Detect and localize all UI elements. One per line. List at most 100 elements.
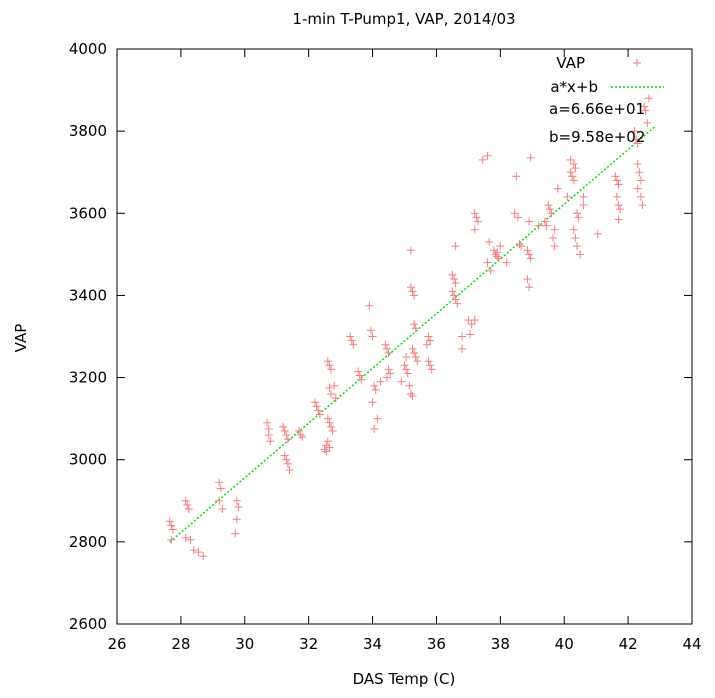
data-point (194, 548, 203, 557)
plot-frame (116, 48, 693, 625)
data-point (232, 496, 241, 505)
data-point (422, 340, 431, 349)
x-tick-label: 44 (682, 635, 701, 653)
data-point (406, 246, 415, 255)
data-point (405, 381, 414, 390)
x-tick-label: 40 (555, 635, 574, 653)
data-point (384, 348, 393, 357)
data-point (376, 377, 385, 386)
data-point (357, 375, 366, 384)
data-point (494, 254, 503, 263)
data-point (448, 270, 457, 279)
data-point (189, 546, 198, 555)
data-point (641, 106, 650, 115)
data-point (465, 330, 474, 339)
data-point (183, 500, 192, 509)
x-tick-label: 42 (619, 635, 638, 653)
data-point (612, 176, 621, 185)
data-point (493, 248, 502, 257)
data-point (636, 192, 645, 201)
data-point (448, 287, 457, 296)
data-point (614, 201, 623, 210)
data-point (550, 225, 559, 234)
data-point (569, 225, 578, 234)
data-point (593, 229, 602, 238)
data-point (168, 525, 177, 534)
x-axis: 26 28 30 32 34 36 38 40 42 44 (107, 49, 702, 653)
x-tick-label: 38 (491, 635, 510, 653)
data-point (614, 180, 623, 189)
legend-plus-marker (633, 59, 641, 67)
data-point (397, 377, 406, 386)
x-tick-label: 32 (299, 635, 318, 653)
fit-line-layer (169, 125, 656, 543)
data-point (216, 484, 225, 493)
data-point (614, 215, 623, 224)
x-tick-label: 34 (363, 635, 382, 653)
data-point (218, 505, 227, 513)
data-point (491, 250, 500, 259)
data-point (184, 505, 193, 513)
annotation-a: a=6.66e+01 (549, 100, 645, 118)
data-point (571, 233, 580, 242)
data-point (347, 336, 356, 345)
data-point (571, 164, 580, 173)
data-point (325, 418, 334, 427)
data-point (330, 381, 339, 390)
data-point (424, 332, 433, 341)
x-tick-label: 30 (235, 635, 254, 653)
x-tick-label: 36 (427, 635, 446, 653)
data-point (502, 258, 511, 267)
data-point (579, 192, 588, 201)
data-point (633, 184, 642, 193)
data-point (410, 348, 419, 357)
y-tick-label: 3000 (69, 451, 107, 469)
data-point (525, 217, 534, 226)
data-point (314, 406, 323, 415)
data-point (282, 431, 291, 440)
data-point (328, 426, 337, 435)
data-point (470, 316, 479, 325)
data-point (517, 242, 526, 251)
data-point (371, 385, 380, 394)
data-point (485, 238, 494, 247)
data-point (234, 502, 243, 511)
data-point (312, 402, 321, 411)
data-point (181, 533, 190, 542)
data-point (579, 201, 588, 210)
data-point (573, 209, 581, 218)
data-point (473, 217, 482, 226)
data-point (424, 357, 433, 366)
data-point (296, 431, 305, 440)
data-point (346, 332, 355, 341)
data-point (231, 529, 240, 538)
data-point (633, 139, 642, 148)
data-point (512, 172, 521, 181)
data-point (483, 151, 492, 160)
data-point (525, 250, 534, 259)
data-point (451, 295, 460, 304)
data-point (426, 361, 435, 370)
data-point (632, 135, 641, 144)
data-point (295, 426, 304, 435)
data-point (635, 168, 644, 177)
data-point (325, 361, 334, 370)
data-point (382, 373, 391, 382)
data-point (181, 496, 190, 505)
data-point (186, 535, 195, 544)
data-point (410, 291, 419, 300)
data-point (386, 369, 395, 378)
data-point (327, 422, 336, 431)
data-point (525, 283, 534, 292)
y-tick-label: 3200 (69, 369, 107, 387)
legend-label-fit: a*x+b (550, 78, 598, 96)
data-point (472, 213, 481, 222)
data-point (467, 320, 476, 329)
y-tick-label: 3800 (69, 122, 107, 140)
data-point (526, 254, 535, 263)
data-point (406, 283, 415, 292)
data-point (283, 459, 292, 468)
data-point (381, 340, 390, 349)
data-point (285, 465, 294, 474)
data-point (411, 353, 420, 362)
